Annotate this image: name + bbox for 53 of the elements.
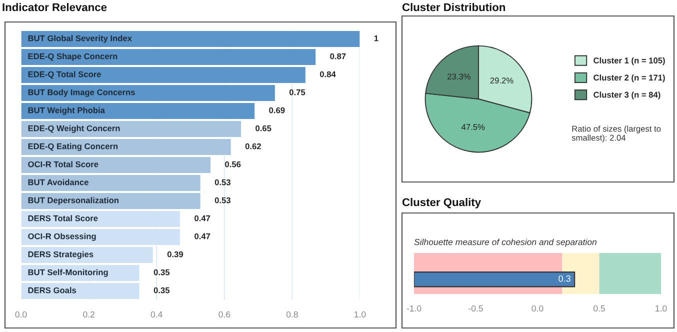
chart-title: Cluster Quality — [402, 198, 481, 208]
y-tick-label: BUT Depersonalization — [28, 197, 118, 205]
x-tick-label: -1.0 — [406, 305, 422, 312]
y-tick-label: BUT Weight Phobia — [28, 107, 105, 115]
data-label: 0.69 — [269, 107, 285, 114]
data-label: 0.35 — [154, 287, 170, 294]
data-label: 0.75 — [289, 89, 306, 96]
x-tick-label: 0.4 — [150, 311, 162, 318]
y-tick-label: BUT Avoidance — [28, 179, 88, 186]
x-tick-label: 0.2 — [83, 311, 94, 318]
data-label: 29.2% — [490, 78, 514, 84]
legend-label: Cluster 3 (n = 84) — [594, 92, 660, 100]
y-tick-label: EDE-Q Shape Concern — [28, 53, 118, 61]
y-tick-label: BUT Self-Monitoring — [28, 269, 108, 277]
data-label: 23.3% — [448, 74, 470, 80]
y-tick-label: DERS Goals — [28, 287, 76, 294]
y-tick-label: OCI-R Obsessing — [28, 233, 96, 241]
x-tick-label: 0.5 — [594, 305, 605, 312]
y-tick-label: EDE-Q Total Score — [28, 71, 101, 79]
chart-title: Indicator Relevance — [2, 3, 107, 12]
data-label: 1 — [374, 35, 378, 42]
x-tick-label: 0.0 — [532, 305, 544, 312]
chart-subtitle: Silhouette measure of cohesion and separation — [414, 238, 597, 247]
data-label: 0.35 — [154, 269, 170, 276]
text: Ratio of sizes (largest to smallest): 2.04 — [572, 126, 661, 142]
data-label: 0.62 — [245, 143, 261, 150]
y-tick-label: BUT Body Image Concerns — [28, 89, 135, 97]
x-tick-label: 1.0 — [656, 305, 667, 312]
chart-title: Cluster Distribution — [402, 3, 506, 12]
data-label: 0.84 — [320, 71, 336, 78]
x-tick-label: 1.0 — [354, 311, 366, 318]
y-tick-label: DERS Strategies — [28, 251, 94, 259]
y-tick-label: BUT Global Severity Index — [28, 35, 132, 43]
data-label: 0.53 — [214, 197, 230, 204]
x-tick-label: 0.8 — [286, 311, 298, 318]
data-label: 0.56 — [225, 161, 241, 168]
data-label: 0.47 — [194, 215, 210, 222]
x-tick-label: 0.6 — [218, 311, 230, 318]
legend-label: Cluster 2 (n = 171) — [594, 74, 665, 82]
data-label: 0.87 — [330, 53, 346, 60]
x-tick-label: -0.5 — [468, 305, 483, 312]
data-label: 0.65 — [256, 125, 272, 132]
y-tick-label: OCI-R Total Score — [28, 161, 98, 168]
data-label: 0.3 — [558, 275, 570, 282]
data-label: 0.53 — [214, 179, 230, 186]
y-tick-label: DERS Total Score — [28, 215, 98, 222]
data-label: 0.39 — [167, 251, 184, 258]
data-label: 47.5% — [461, 124, 485, 130]
data-label: 0.47 — [194, 233, 210, 240]
y-tick-label: EDE-Q Eating Concern — [28, 143, 118, 151]
y-tick-label: EDE-Q Weight Concern — [28, 125, 120, 133]
legend-label: Cluster 1 (n = 105) — [594, 57, 665, 66]
x-tick-label: 0.0 — [15, 311, 27, 318]
